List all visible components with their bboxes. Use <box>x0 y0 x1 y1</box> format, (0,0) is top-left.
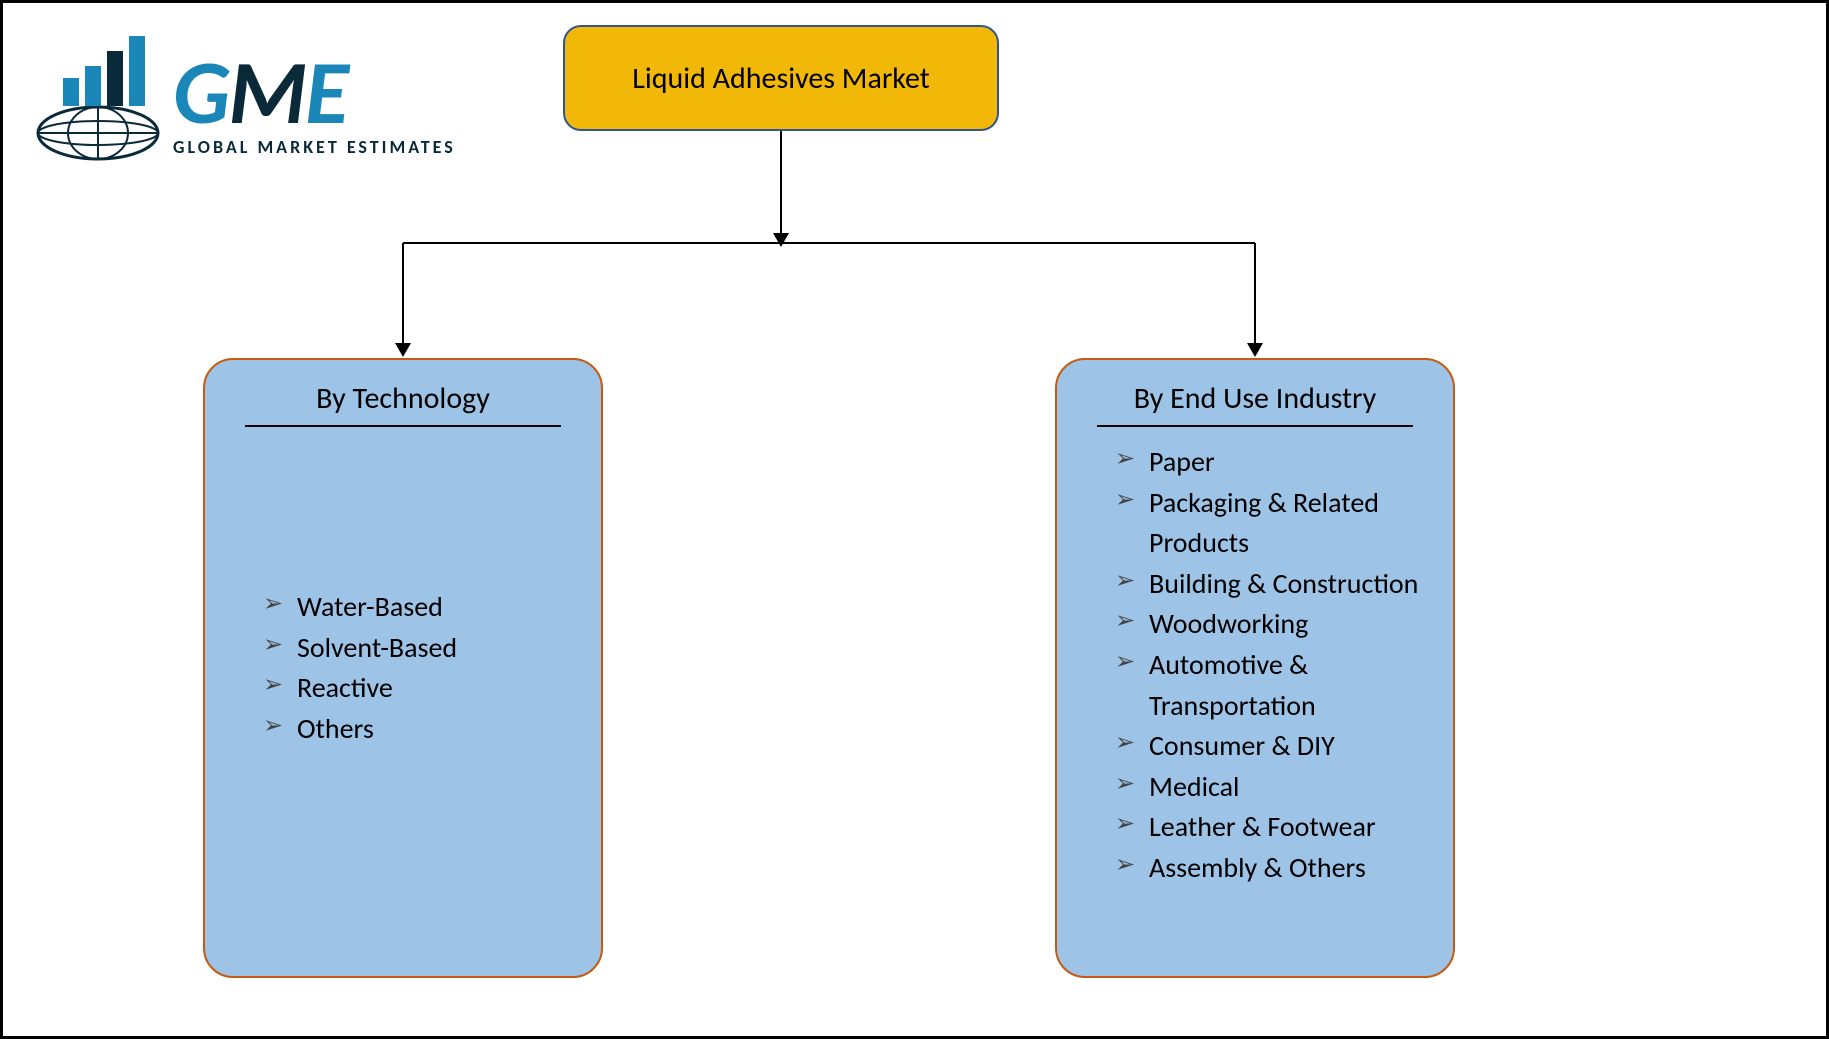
list-item: Others <box>263 709 571 750</box>
connector-stem <box>780 131 782 243</box>
logo-tagline: GLOBAL MARKET ESTIMATES <box>173 136 456 158</box>
connector-horizontal <box>403 242 1255 244</box>
child-title-enduse: By End Use Industry <box>1097 380 1413 427</box>
list-item: Water-Based <box>263 587 571 628</box>
list-item: Medical <box>1115 767 1423 808</box>
list-item: Leather & Footwear <box>1115 807 1423 848</box>
child-list-technology: Water-BasedSolvent-BasedReactiveOthers <box>235 587 571 749</box>
logo-brand-text: GME <box>173 38 347 148</box>
root-node: Liquid Adhesives Market <box>563 25 999 131</box>
globe-icon <box>33 103 163 163</box>
child-title-technology: By Technology <box>245 380 561 427</box>
connector-left <box>402 243 404 343</box>
list-item: Automotive & Transportation <box>1115 645 1423 726</box>
diagram-canvas: GME GLOBAL MARKET ESTIMATES Liquid Adhes… <box>0 0 1829 1039</box>
list-item: Solvent-Based <box>263 628 571 669</box>
arrowhead-icon <box>773 233 789 247</box>
list-item: Consumer & DIY <box>1115 726 1423 767</box>
child-list-enduse: PaperPackaging & Related ProductsBuildin… <box>1087 442 1423 889</box>
child-node-enduse: By End Use Industry PaperPackaging & Rel… <box>1055 358 1455 978</box>
list-item: Packaging & Related Products <box>1115 483 1423 564</box>
arrowhead-icon <box>395 343 411 357</box>
child-node-technology: By Technology Water-BasedSolvent-BasedRe… <box>203 358 603 978</box>
arrowhead-icon <box>1247 343 1263 357</box>
list-item: Building & Construction <box>1115 564 1423 605</box>
root-label: Liquid Adhesives Market <box>632 60 930 97</box>
list-item: Assembly & Others <box>1115 848 1423 889</box>
connector-right <box>1254 243 1256 343</box>
brand-logo: GME GLOBAL MARKET ESTIMATES <box>33 28 463 163</box>
list-item: Paper <box>1115 442 1423 483</box>
list-item: Woodworking <box>1115 604 1423 645</box>
list-item: Reactive <box>263 668 571 709</box>
bars-icon <box>63 28 173 108</box>
